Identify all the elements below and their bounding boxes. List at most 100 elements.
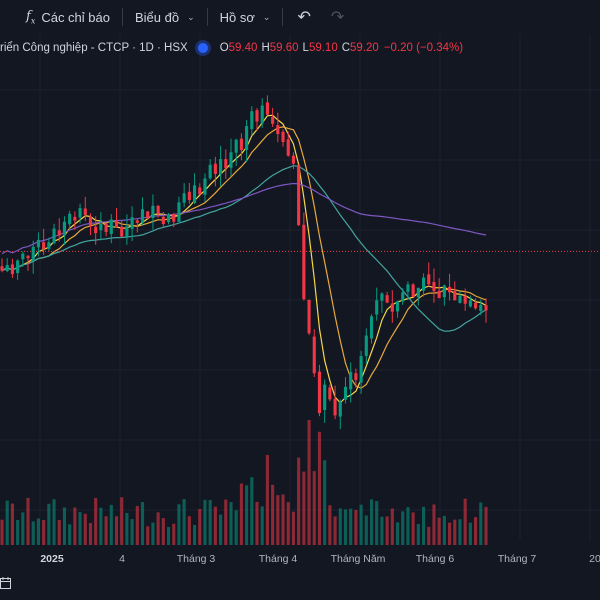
volume-bar	[474, 517, 478, 545]
candle-body	[406, 284, 410, 292]
candle-body	[468, 300, 472, 307]
volume-bar	[161, 518, 165, 545]
candle-body	[291, 155, 296, 164]
candle-body	[474, 302, 478, 309]
volume-bar	[219, 514, 223, 545]
ma-slow-line	[1, 165, 487, 332]
candle-body	[73, 216, 77, 221]
volume-bar	[120, 497, 124, 545]
volume-bar	[47, 503, 51, 545]
volume-bar	[406, 507, 410, 545]
candle-body	[146, 211, 150, 219]
candle-body	[187, 191, 191, 201]
symbol-legend: riển Công nghiệp - CTCP · 1D · HSX O 59.4…	[0, 40, 463, 56]
volume-bar	[21, 512, 25, 545]
candle-body	[213, 163, 217, 174]
candle-body	[10, 264, 14, 275]
volume-bar	[250, 477, 254, 545]
candle-body	[0, 266, 4, 271]
volume-bar	[359, 504, 363, 545]
candle-body	[479, 304, 483, 311]
candle-body	[47, 242, 51, 249]
candle-body	[453, 291, 457, 301]
moving-averages	[1, 114, 487, 404]
candle-body	[177, 202, 181, 222]
candle-body	[114, 221, 119, 228]
candle-body	[416, 287, 420, 298]
candle-body	[62, 221, 67, 235]
volume-bar	[78, 512, 82, 545]
volume-bar	[245, 485, 249, 545]
volume-bar	[31, 521, 35, 545]
open-value: 59.40	[228, 42, 258, 54]
time-axis: 2025 4 Tháng 3 Tháng 4 Tháng Năm Tháng 6 Tháng…	[40, 553, 600, 565]
ma-fast-line	[1, 114, 487, 404]
volume-bar	[156, 512, 160, 545]
volume-bar	[416, 524, 420, 545]
chevron-down-icon: ⌄	[262, 11, 271, 22]
volume-bar	[88, 523, 93, 545]
volume-bar	[198, 508, 202, 545]
symbol-title[interactable]: riển Công nghiệp - CTCP · 1D · HSX	[0, 42, 188, 54]
candle-body	[333, 398, 337, 416]
time-axis-label: Tháng 3	[177, 553, 216, 565]
undo-button[interactable]: ↶	[287, 4, 320, 30]
candle-body	[104, 223, 108, 232]
volume-bar	[432, 504, 436, 545]
function-icon: fx	[26, 8, 36, 26]
redo-button[interactable]: ↷	[321, 4, 354, 30]
candle-body	[421, 277, 426, 291]
open-key: O	[219, 42, 229, 54]
volume-bar	[16, 519, 20, 545]
candle-body	[401, 292, 405, 302]
volume-bar	[83, 513, 87, 545]
candle-body	[250, 111, 254, 130]
candle-body	[276, 125, 280, 135]
candlesticks	[0, 95, 488, 430]
volume-bar	[421, 506, 426, 545]
volume-bar	[442, 515, 446, 545]
volume-bar	[192, 524, 197, 545]
time-axis-label: Tháng 4	[259, 553, 298, 565]
volume-bar	[62, 507, 67, 545]
indicators-button[interactable]: fx Các chỉ báo	[18, 4, 118, 30]
candle-body	[442, 285, 446, 298]
volume-bar	[349, 508, 353, 545]
candle-body	[354, 373, 358, 381]
candle-body	[166, 214, 171, 223]
volume-bar	[177, 504, 181, 545]
candle-body	[140, 209, 145, 222]
volume-bar	[255, 501, 259, 545]
calendar-icon[interactable]	[0, 576, 12, 590]
volume-bar	[260, 506, 264, 545]
volume-bar	[291, 511, 296, 545]
candle-body	[120, 226, 124, 237]
low-key: L	[302, 42, 309, 54]
candle-body	[125, 226, 129, 237]
volume-bar	[271, 484, 275, 545]
chart-grid	[0, 34, 600, 540]
candle-body	[52, 228, 56, 244]
candle-body	[161, 216, 165, 224]
volume-bar	[333, 516, 337, 545]
volume-bar	[265, 455, 269, 545]
candle-body	[219, 159, 223, 175]
candle-body	[239, 138, 243, 150]
volume-bar	[187, 516, 191, 545]
volume-bar	[463, 498, 467, 545]
volume-bar	[36, 518, 40, 545]
volume-bar	[208, 500, 212, 545]
candle-body	[234, 139, 238, 153]
high-key: H	[261, 42, 270, 54]
volume-bar	[354, 509, 358, 545]
time-axis-label: 4	[119, 553, 125, 565]
volume-bar	[52, 499, 56, 545]
chart-menu-button[interactable]: Biểu đồ ⌄	[127, 4, 203, 30]
undo-icon: ↶	[297, 9, 311, 26]
profile-menu-button[interactable]: Hồ sơ ⌄	[212, 4, 279, 30]
candle-body	[390, 303, 394, 312]
candle-body	[302, 224, 306, 300]
volume-bar	[395, 522, 400, 545]
candle-body	[323, 384, 327, 410]
